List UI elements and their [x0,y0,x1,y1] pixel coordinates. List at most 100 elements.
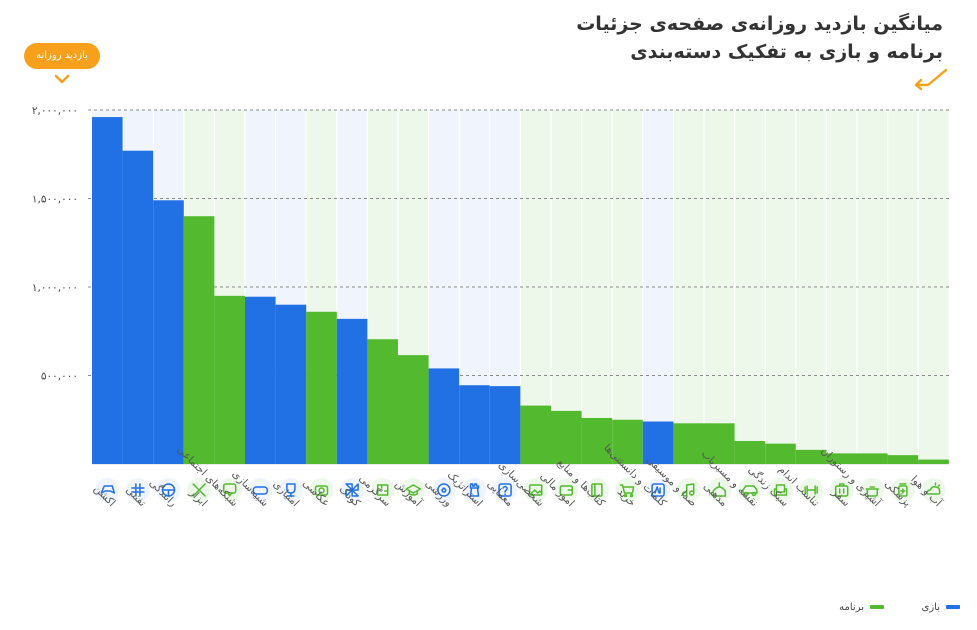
gamepad-icon [95,478,120,502]
bar [214,295,245,464]
bar [765,443,796,464]
shopping-cart-icon [615,478,640,502]
icon-glyph [834,485,849,497]
arrow-icon [914,68,948,91]
icon-glyph [685,483,695,495]
icon-glyph [899,483,907,494]
icon-glyph [131,483,145,497]
bar [857,453,888,464]
icon-circle [768,478,793,502]
icon-glyph [437,483,451,497]
icon-glyph [528,484,543,496]
icon-glyph [898,485,908,497]
icon-glyph [654,486,661,494]
wallet-icon [554,478,579,502]
icon-glyph [681,491,688,497]
bar [275,304,307,464]
icon-glyph [226,492,233,497]
icon-glyph [286,483,296,497]
icon-glyph [192,483,206,497]
icon-circle [309,478,334,502]
camera-icon [309,478,334,502]
icon-glyph [773,484,788,496]
icon-circle [737,478,762,502]
bar [795,449,827,464]
icon-glyph [469,483,480,497]
bar [551,410,582,464]
music-note-icon [676,478,701,502]
icon-glyph [865,486,880,497]
column-band [857,110,888,464]
icon-glyph [804,485,818,495]
icon-circle [554,478,579,502]
chat-icon [217,478,242,502]
suitcase-icon [829,478,854,502]
icon-glyph [751,491,757,497]
bar [336,318,368,464]
icon-glyph [498,483,512,497]
chart-title-line-1: میانگین بازدید روزانه‌ی صفحه‌ی جزئیات [576,13,943,35]
y-tick-label: ۱,۰۰۰,۰۰۰ [32,282,78,294]
icon-circle [125,478,150,502]
legend-label-game: بازی [921,602,941,613]
bar [153,200,184,464]
weather-icon [921,478,946,502]
y-tick-label: ۱,۵۰۰,۰۰۰ [32,194,78,206]
dumbbell-icon [799,478,824,502]
bar [887,455,919,464]
icon-circle [248,478,273,502]
bar [428,368,460,464]
image-icon [523,478,548,502]
bar [704,423,735,464]
bar [367,339,398,464]
icon-glyph [502,485,508,496]
bar [826,453,857,464]
icon-glyph [651,483,665,497]
icon-glyph [161,489,176,497]
icon-glyph [838,483,845,494]
icon-glyph [926,482,941,495]
bar [183,216,215,464]
chart-title: میانگین بازدید روزانه‌ی صفحه‌ی جزئیات بر… [343,10,943,66]
armchair-icon [768,478,793,502]
book-icon [584,478,609,502]
bar [398,355,429,464]
vr-glasses-icon [248,478,273,502]
icon-circle [462,478,487,502]
icon-glyph [742,485,758,494]
trophy-icon [278,478,303,502]
icon-circle [860,478,885,502]
pinwheel-icon [340,478,365,502]
chess-rook-icon [462,478,487,502]
cooking-pot-icon [860,478,885,502]
bar [520,405,551,464]
bar [306,311,337,464]
steering-wheel-icon [156,478,181,502]
y-axis-label-badge: بازدید روزانه [24,43,100,69]
icon-glyph [376,484,389,496]
icon-circle [370,478,395,502]
bar [459,385,490,464]
chart-title-line-2: برنامه و بازی به تفکیک دسته‌بندی [630,41,943,63]
puzzle-icon [370,478,395,502]
bar [734,440,766,464]
icon-glyph [743,491,749,497]
icon-glyph [314,485,329,496]
bar [245,296,276,464]
car-icon [737,478,762,502]
icon-circle [401,478,426,502]
bar [122,150,154,464]
mosque-icon [707,478,732,502]
medicine-bottle-icon [890,478,915,502]
bar [581,417,613,464]
icon-circle [676,478,701,502]
icon-glyph [441,487,447,493]
graduation-cap-icon [401,478,426,502]
bar [642,421,674,464]
icon-circle [921,478,946,502]
bar [918,459,949,464]
tictactoe-icon [125,478,150,502]
icon-circle [584,478,609,502]
tools-icon [187,478,212,502]
